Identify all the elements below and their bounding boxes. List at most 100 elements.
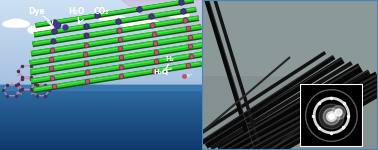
Bar [0,92,202,93]
Ellipse shape [175,13,187,17]
Bar [0,37,202,39]
Bar [0,102,202,103]
Bar [0,147,202,148]
Ellipse shape [98,16,110,20]
Bar [0,12,202,14]
Ellipse shape [122,21,139,27]
Ellipse shape [144,21,161,27]
Text: e$^-$: e$^-$ [186,73,194,80]
Bar [0,27,202,28]
Bar [0,142,202,144]
Text: H₂O: H₂O [154,69,169,75]
Bar [0,119,202,121]
Bar [0,53,202,55]
Bar [202,0,378,75]
Bar [0,129,202,131]
Ellipse shape [3,21,15,27]
Bar [0,30,202,32]
Bar [0,134,202,135]
Bar [0,46,202,48]
Bar [0,44,202,46]
Bar [0,144,202,145]
Bar [0,97,202,98]
Bar [0,148,202,150]
Bar [0,118,202,119]
Bar [0,123,202,124]
Bar [0,103,202,105]
Bar [0,25,202,27]
Text: H₂: H₂ [166,56,175,62]
Bar [0,145,202,147]
Bar [0,131,202,132]
Bar [0,41,202,43]
Bar [0,85,202,87]
Bar [0,87,202,89]
Bar [0,4,202,5]
Bar [0,84,202,90]
Ellipse shape [46,26,61,34]
Ellipse shape [101,15,115,20]
Bar [0,76,202,78]
Bar [0,36,202,37]
Bar [0,84,202,85]
Ellipse shape [137,20,157,27]
Bar [0,73,202,75]
Ellipse shape [179,13,189,17]
Ellipse shape [108,15,122,20]
Ellipse shape [171,12,185,17]
Bar [0,71,202,73]
Bar [0,126,202,127]
Bar [0,90,202,92]
Bar [0,128,202,129]
Ellipse shape [103,14,120,21]
Bar [0,121,202,123]
Ellipse shape [6,20,19,27]
Bar [0,137,202,139]
Bar [0,52,202,53]
Bar [0,124,202,126]
Bar [0,62,202,64]
Ellipse shape [17,21,29,27]
Bar [0,85,202,87]
Bar [0,0,202,2]
Bar [0,89,202,90]
Bar [0,80,202,82]
Bar [0,43,202,44]
Ellipse shape [13,20,26,27]
Text: H₂O: H₂O [69,6,85,15]
Bar [0,5,202,7]
Bar [0,78,202,80]
Bar [0,111,202,113]
Bar [0,132,202,134]
Bar [0,23,202,25]
Bar [0,50,202,51]
Bar [0,114,202,116]
Ellipse shape [8,19,25,27]
Bar [0,39,202,41]
Bar [0,108,202,110]
Bar [0,18,202,20]
Bar [0,11,202,12]
Ellipse shape [126,20,146,27]
Bar [0,110,202,111]
Polygon shape [121,0,202,52]
Ellipse shape [113,16,124,20]
Bar [0,21,202,23]
Bar [0,2,202,4]
Bar [0,135,202,137]
Bar [0,68,202,69]
Bar [0,93,202,95]
Bar [0,20,202,21]
Ellipse shape [169,13,181,17]
Bar [0,98,202,100]
Bar [0,69,202,71]
Bar [0,106,202,108]
Bar [0,34,202,36]
Bar [0,14,202,16]
Text: CO₂: CO₂ [93,6,109,15]
Bar [0,55,202,57]
Bar [0,59,202,60]
Bar [0,60,202,62]
Bar [0,105,202,106]
Bar [0,139,202,140]
